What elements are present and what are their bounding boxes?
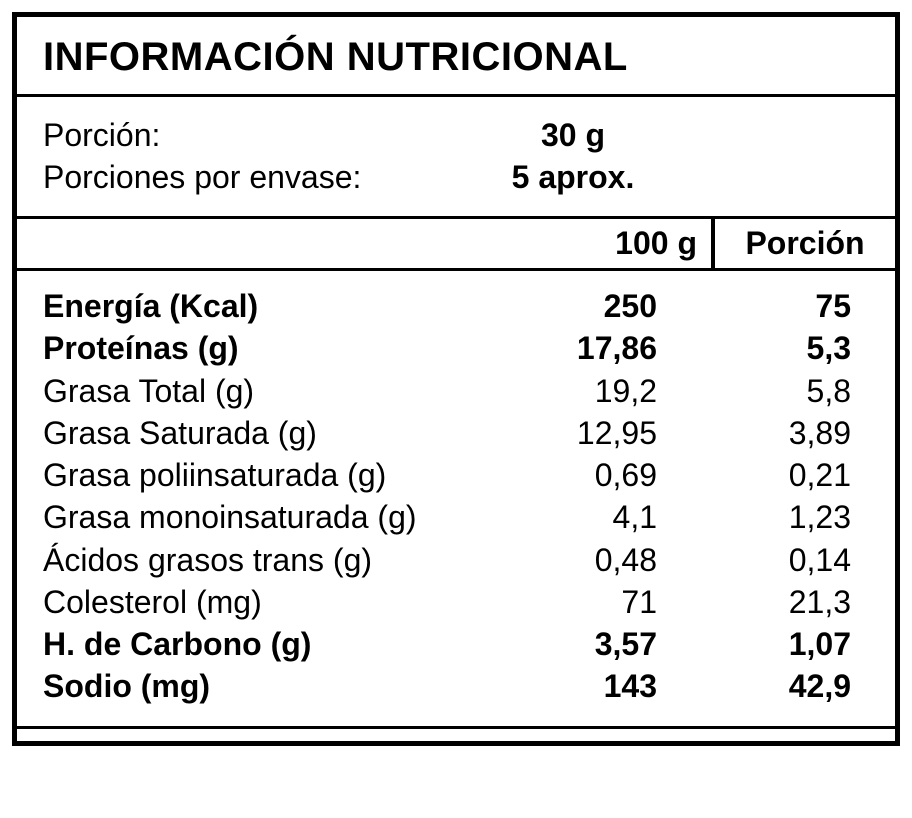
serving-values: 30 g 5 aprox. — [443, 115, 703, 198]
nutrient-per-portion: 21,3 — [671, 581, 895, 623]
nutrient-row: Grasa monoinsaturada (g)4,11,23 — [17, 496, 895, 538]
nutrient-label: H. de Carbono (g) — [43, 623, 487, 665]
nutrition-facts-panel: INFORMACIÓN NUTRICIONAL Porción: Porcion… — [12, 12, 900, 746]
title-row: INFORMACIÓN NUTRICIONAL — [17, 17, 895, 97]
nutrient-row: Grasa Total (g)19,25,8 — [17, 370, 895, 412]
nutrient-label: Grasa monoinsaturada (g) — [43, 496, 487, 538]
nutrient-row: Colesterol (mg)7121,3 — [17, 581, 895, 623]
nutrient-per-portion: 1,23 — [671, 496, 895, 538]
nutrient-row: Proteínas (g)17,865,3 — [17, 327, 895, 369]
nutrient-per-portion: 5,3 — [671, 327, 895, 369]
nutrient-per-100g: 0,48 — [487, 539, 671, 581]
header-per-portion: Porción — [715, 219, 895, 268]
portion-value: 30 g — [443, 115, 703, 157]
nutrient-row: Sodio (mg)14342,9 — [17, 665, 895, 707]
nutrient-label: Grasa Saturada (g) — [43, 412, 487, 454]
nutrient-per-100g: 19,2 — [487, 370, 671, 412]
servings-per-pack-value: 5 aprox. — [443, 157, 703, 199]
nutrient-per-portion: 0,14 — [671, 539, 895, 581]
nutrient-label: Grasa Total (g) — [43, 370, 487, 412]
nutrient-label: Proteínas (g) — [43, 327, 487, 369]
nutrient-rows: Energía (Kcal)25075Proteínas (g)17,865,3… — [17, 271, 895, 725]
nutrient-label: Sodio (mg) — [43, 665, 487, 707]
nutrient-row: Energía (Kcal)25075 — [17, 285, 895, 327]
nutrient-per-100g: 143 — [487, 665, 671, 707]
nutrient-per-portion: 75 — [671, 285, 895, 327]
footer-rule — [17, 726, 895, 741]
nutrient-label: Energía (Kcal) — [43, 285, 487, 327]
portion-label: Porción: — [43, 115, 443, 157]
nutrient-per-portion: 1,07 — [671, 623, 895, 665]
nutrient-per-portion: 5,8 — [671, 370, 895, 412]
servings-per-pack-label: Porciones por envase: — [43, 157, 443, 199]
nutrient-per-100g: 71 — [487, 581, 671, 623]
nutrient-label: Colesterol (mg) — [43, 581, 487, 623]
column-header-row: 100 g Porción — [17, 219, 895, 271]
nutrient-label: Ácidos grasos trans (g) — [43, 539, 487, 581]
nutrient-label: Grasa poliinsaturada (g) — [43, 454, 487, 496]
header-per-100g: 100 g — [527, 219, 715, 268]
serving-block: Porción: Porciones por envase: 30 g 5 ap… — [17, 97, 895, 219]
serving-labels: Porción: Porciones por envase: — [43, 115, 443, 198]
nutrient-per-100g: 17,86 — [487, 327, 671, 369]
nutrient-row: Grasa Saturada (g)12,953,89 — [17, 412, 895, 454]
nutrient-row: Ácidos grasos trans (g)0,480,14 — [17, 539, 895, 581]
nutrient-per-100g: 3,57 — [487, 623, 671, 665]
nutrient-per-100g: 12,95 — [487, 412, 671, 454]
nutrient-row: Grasa poliinsaturada (g)0,690,21 — [17, 454, 895, 496]
panel-title: INFORMACIÓN NUTRICIONAL — [43, 35, 869, 80]
nutrient-per-portion: 0,21 — [671, 454, 895, 496]
nutrient-per-portion: 42,9 — [671, 665, 895, 707]
nutrient-per-100g: 4,1 — [487, 496, 671, 538]
nutrient-per-portion: 3,89 — [671, 412, 895, 454]
nutrient-per-100g: 250 — [487, 285, 671, 327]
nutrient-row: H. de Carbono (g)3,571,07 — [17, 623, 895, 665]
header-spacer — [17, 219, 527, 268]
nutrient-per-100g: 0,69 — [487, 454, 671, 496]
